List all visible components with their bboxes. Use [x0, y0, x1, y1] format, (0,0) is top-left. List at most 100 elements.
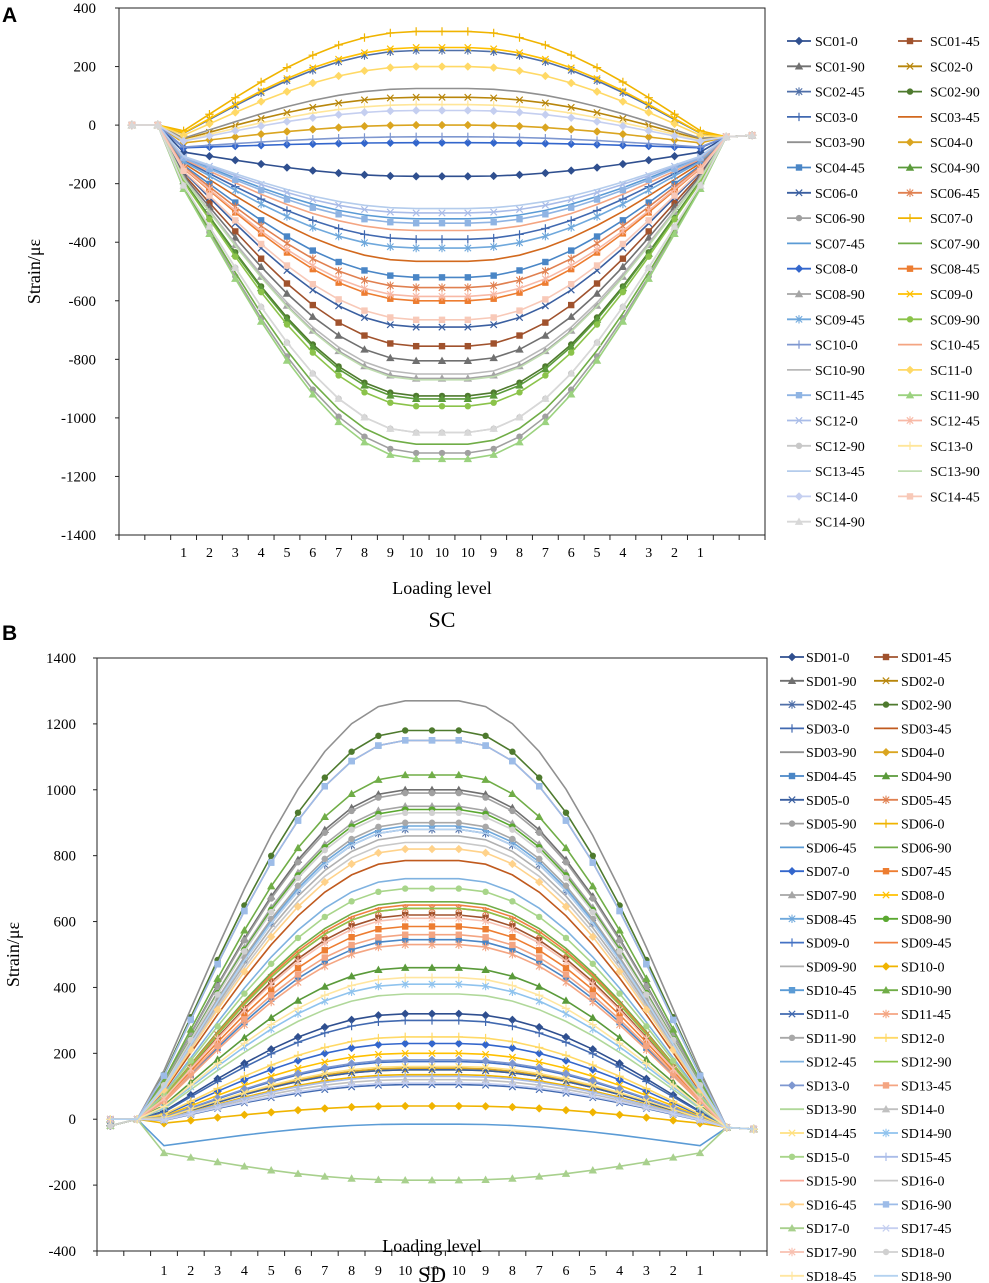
data-point — [490, 295, 497, 302]
data-point — [535, 1043, 544, 1052]
data-point — [588, 1020, 597, 1029]
data-point — [541, 123, 550, 132]
legend-label: SC06-90 — [815, 212, 865, 227]
data-point — [489, 28, 498, 38]
data-point — [335, 372, 342, 379]
legend-marker — [905, 365, 915, 375]
legend-item: SD06-45 — [780, 841, 857, 856]
data-point — [386, 28, 395, 38]
data-point — [481, 1033, 490, 1043]
legend-label: SD05-45 — [901, 794, 952, 809]
x-tick-label: 7 — [542, 546, 549, 561]
data-point — [412, 219, 420, 227]
legend-item: SD11-0 — [780, 1008, 849, 1023]
data-point — [107, 1122, 114, 1130]
data-point — [696, 1072, 704, 1079]
data-point — [347, 1015, 356, 1025]
legend-item: SC10-0 — [787, 339, 858, 354]
legend-item: SD10-45 — [780, 984, 857, 999]
data-point — [321, 829, 328, 836]
data-point — [214, 1023, 221, 1030]
y-tick-label: 1400 — [46, 651, 76, 667]
data-point — [618, 272, 628, 280]
series-sc11-90 — [127, 120, 757, 463]
data-point — [536, 913, 543, 921]
data-point — [348, 950, 356, 959]
data-point — [293, 902, 303, 911]
legend-marker — [906, 188, 914, 197]
data-point — [321, 774, 328, 781]
data-point — [401, 1009, 410, 1018]
series-sc03-90 — [131, 87, 753, 140]
data-point — [541, 134, 550, 143]
data-point — [386, 391, 395, 399]
legend-label: SD16-0 — [901, 1175, 945, 1190]
x-tick-label: 10 — [461, 546, 475, 561]
data-point — [567, 286, 575, 294]
data-point — [561, 1004, 571, 1013]
data-point — [294, 874, 302, 882]
legend-item: SD05-45 — [874, 794, 952, 809]
data-point — [411, 172, 421, 181]
legend-item: SD14-0 — [874, 1103, 945, 1118]
series-sc03-45 — [131, 124, 753, 263]
legend-marker — [881, 748, 891, 757]
data-point — [616, 1016, 623, 1023]
data-point — [515, 313, 524, 322]
series-sc09-90 — [128, 121, 756, 410]
legend-marker — [795, 87, 803, 96]
x-tick-label: 1 — [180, 546, 187, 561]
data-point — [515, 284, 524, 293]
data-point — [427, 1175, 437, 1184]
plot-frame — [96, 657, 768, 1252]
legend-marker — [906, 37, 914, 45]
data-point — [386, 45, 394, 53]
x-tick-label: 2 — [670, 1264, 677, 1279]
data-point — [463, 394, 473, 403]
data-point — [438, 292, 446, 301]
data-point — [401, 1062, 409, 1071]
data-point — [482, 794, 489, 801]
data-point — [375, 938, 382, 946]
data-point — [669, 1116, 678, 1125]
data-point — [412, 449, 420, 457]
legend-label: SD13-0 — [806, 1079, 850, 1094]
data-point — [427, 963, 437, 971]
data-point — [490, 272, 497, 279]
data-point — [309, 261, 317, 270]
data-point — [428, 936, 436, 943]
data-point — [282, 289, 292, 297]
data-point — [567, 369, 576, 377]
legend-item: SC02-0 — [898, 60, 973, 75]
data-point — [567, 261, 575, 270]
data-point — [567, 223, 575, 232]
data-point — [670, 151, 679, 161]
data-point — [360, 33, 369, 42]
data-point — [320, 1049, 329, 1058]
x-tick-label: 5 — [283, 546, 290, 561]
y-tick-label: 0 — [69, 1112, 77, 1128]
data-point — [241, 1011, 248, 1018]
series-line — [131, 124, 753, 408]
data-point — [374, 1050, 383, 1058]
data-point — [375, 823, 382, 831]
legend-marker — [794, 62, 804, 70]
data-point — [205, 119, 214, 129]
legend-label: SD10-90 — [901, 984, 952, 999]
series-line — [110, 859, 754, 1130]
data-point — [427, 1072, 437, 1081]
x-tick-label: 10 — [409, 546, 423, 561]
data-point — [334, 346, 343, 355]
data-point — [645, 199, 652, 206]
data-point — [562, 1075, 570, 1083]
data-point — [615, 1072, 624, 1081]
x-tick-label: 9 — [482, 1264, 489, 1279]
legend-label: SC03-0 — [815, 111, 858, 126]
data-point — [645, 206, 653, 215]
legend-label: SC07-0 — [930, 212, 973, 227]
data-point — [293, 1056, 303, 1065]
data-point — [561, 843, 571, 852]
data-point — [568, 247, 575, 254]
data-point — [490, 208, 498, 216]
data-point — [321, 947, 328, 954]
